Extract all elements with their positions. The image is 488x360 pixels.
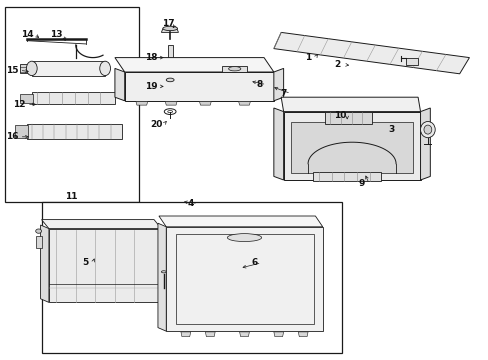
- Text: 19: 19: [145, 82, 158, 91]
- Ellipse shape: [227, 234, 261, 242]
- Polygon shape: [41, 202, 342, 353]
- Ellipse shape: [166, 78, 174, 82]
- Ellipse shape: [161, 271, 166, 273]
- Text: 16: 16: [6, 132, 19, 141]
- Polygon shape: [161, 29, 178, 32]
- Polygon shape: [5, 7, 139, 202]
- Polygon shape: [290, 122, 412, 173]
- Ellipse shape: [100, 61, 110, 76]
- Polygon shape: [32, 61, 105, 76]
- Text: 6: 6: [251, 258, 257, 267]
- Text: 7: 7: [280, 89, 286, 98]
- Text: 9: 9: [358, 179, 365, 188]
- Polygon shape: [124, 72, 273, 101]
- Polygon shape: [312, 172, 381, 181]
- Text: 4: 4: [187, 199, 194, 208]
- Polygon shape: [136, 102, 147, 105]
- Polygon shape: [41, 225, 49, 302]
- Polygon shape: [222, 66, 246, 72]
- Polygon shape: [32, 92, 115, 104]
- Polygon shape: [205, 332, 215, 337]
- Polygon shape: [281, 97, 420, 112]
- Polygon shape: [405, 58, 417, 65]
- Text: 2: 2: [334, 60, 340, 69]
- Text: 17: 17: [162, 19, 175, 28]
- Ellipse shape: [423, 125, 431, 134]
- Polygon shape: [27, 124, 122, 139]
- Text: 5: 5: [82, 258, 88, 267]
- Text: 10: 10: [333, 111, 346, 120]
- Polygon shape: [239, 332, 249, 337]
- Polygon shape: [115, 58, 273, 72]
- Polygon shape: [20, 64, 33, 73]
- Text: 14: 14: [20, 30, 33, 39]
- Text: 8: 8: [256, 80, 262, 89]
- Polygon shape: [273, 332, 283, 337]
- Polygon shape: [283, 112, 420, 180]
- Polygon shape: [298, 332, 307, 337]
- Polygon shape: [36, 236, 41, 248]
- Polygon shape: [273, 108, 283, 180]
- Ellipse shape: [163, 26, 177, 31]
- Polygon shape: [166, 227, 322, 331]
- Polygon shape: [167, 45, 172, 58]
- Polygon shape: [273, 68, 283, 101]
- Polygon shape: [420, 108, 429, 180]
- Polygon shape: [199, 102, 211, 105]
- Polygon shape: [238, 102, 250, 105]
- Polygon shape: [41, 220, 161, 229]
- Text: 11: 11: [64, 192, 77, 201]
- Text: 13: 13: [50, 30, 62, 39]
- Text: 3: 3: [387, 125, 393, 134]
- Ellipse shape: [26, 61, 37, 76]
- Circle shape: [36, 229, 41, 233]
- Polygon shape: [49, 229, 161, 302]
- Ellipse shape: [420, 122, 434, 138]
- Ellipse shape: [228, 67, 240, 71]
- Text: 20: 20: [150, 120, 163, 129]
- Polygon shape: [15, 125, 28, 138]
- Polygon shape: [115, 68, 124, 101]
- Text: 18: 18: [145, 53, 158, 62]
- Polygon shape: [325, 112, 371, 124]
- Text: 1: 1: [305, 53, 310, 62]
- Polygon shape: [159, 216, 322, 227]
- Text: 12: 12: [13, 100, 26, 109]
- Polygon shape: [165, 102, 177, 105]
- Text: 15: 15: [6, 66, 19, 75]
- Polygon shape: [273, 32, 468, 74]
- Polygon shape: [20, 94, 33, 103]
- Polygon shape: [181, 332, 190, 337]
- Polygon shape: [158, 223, 166, 331]
